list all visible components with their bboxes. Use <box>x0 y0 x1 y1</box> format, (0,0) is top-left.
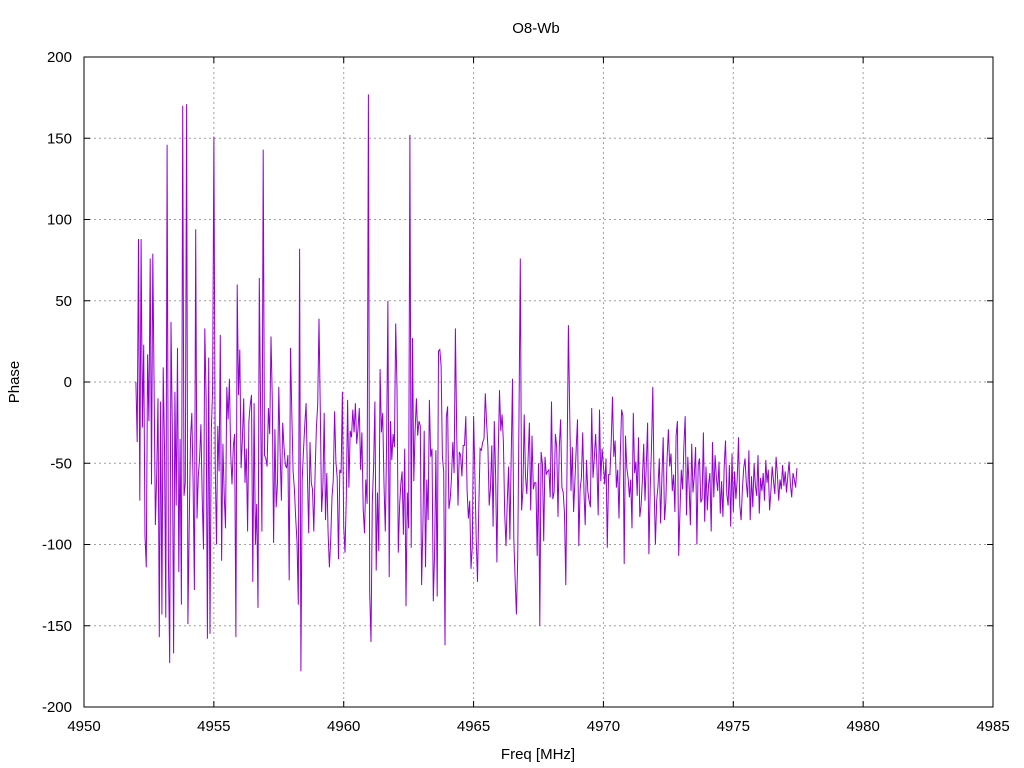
x-tick-label: 4955 <box>197 718 230 735</box>
y-tick-label: 0 <box>64 374 72 391</box>
y-tick-label: 200 <box>47 49 72 66</box>
x-tick-label: 4950 <box>67 718 100 735</box>
y-axis-title: Phase <box>6 361 23 404</box>
x-tick-label: 4970 <box>587 718 620 735</box>
chart-title: O8-Wb <box>512 20 560 37</box>
x-tick-label: 4965 <box>457 718 490 735</box>
y-tick-label: 50 <box>55 293 72 310</box>
x-tick-label: 4980 <box>846 718 879 735</box>
x-tick-label: 4975 <box>717 718 750 735</box>
y-tick-label: 100 <box>47 212 72 229</box>
y-tick-label: -100 <box>42 537 72 554</box>
axis-ticks: 4950 4955 4960 4965 4970 4975 4980 4985 -200 -150… <box>42 49 1010 735</box>
x-tick-label: 4960 <box>327 718 360 735</box>
phase-series-line <box>135 94 798 672</box>
x-axis-title: Freq [MHz] <box>501 746 575 763</box>
y-tick-label: -50 <box>50 455 72 472</box>
x-tick-label: 4985 <box>976 718 1009 735</box>
y-tick-label: -150 <box>42 618 72 635</box>
y-tick-label: 150 <box>47 130 72 147</box>
y-tick-label: -200 <box>42 699 72 716</box>
